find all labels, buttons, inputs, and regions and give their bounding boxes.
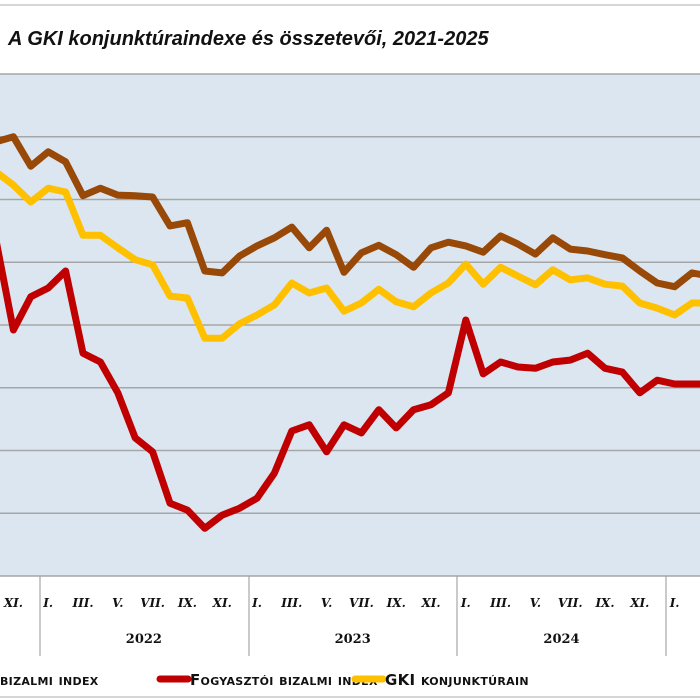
x-tick-label: I. [42, 596, 53, 610]
x-tick-label: III. [489, 596, 511, 610]
x-tick-label: XI. [420, 596, 440, 610]
x-axis: XI. I. III. V. VII. IX. XI. I. III. V. VII. IX. XI. I… [3, 576, 680, 656]
year-label: 2024 [543, 632, 579, 647]
x-tick-label: VII. [558, 596, 583, 610]
legend: bizalmi index Fogyasztói bizalmi index GKI… [0, 671, 529, 689]
x-tick-label: I. [669, 596, 680, 610]
chart-title: A GKI konjunktúraindexe és összetevői, 2… [7, 28, 489, 50]
x-tick-label: IX. [177, 596, 197, 610]
year-label: 2022 [126, 632, 162, 647]
legend-label-1: bizalmi index [0, 671, 99, 689]
x-tick-label: VII. [140, 596, 165, 610]
gridlines [0, 73, 700, 577]
legend-label-2: Fogyasztói bizalmi index [190, 671, 378, 689]
x-tick-label: I. [460, 596, 471, 610]
x-tick-label: IX. [594, 596, 614, 610]
legend-label-3: GKI konjunktúrain [385, 671, 529, 689]
x-tick-label: XI. [3, 596, 23, 610]
x-tick-label: V. [530, 596, 541, 610]
x-tick-label: XI. [629, 596, 649, 610]
series-line-3 [0, 170, 700, 342]
series-lines [0, 133, 700, 532]
x-tick-label: V. [112, 596, 123, 610]
x-tick-label: I. [251, 596, 262, 610]
series-line-1 [0, 133, 700, 291]
x-tick-label: VII. [349, 596, 374, 610]
year-label: 2023 [335, 632, 371, 647]
x-tick-label: V. [321, 596, 332, 610]
x-tick-label: III. [280, 596, 302, 610]
series-line-2 [0, 242, 700, 532]
x-tick-label: IX. [386, 596, 406, 610]
x-tick-label: III. [71, 596, 93, 610]
x-tick-label: XI. [212, 596, 232, 610]
